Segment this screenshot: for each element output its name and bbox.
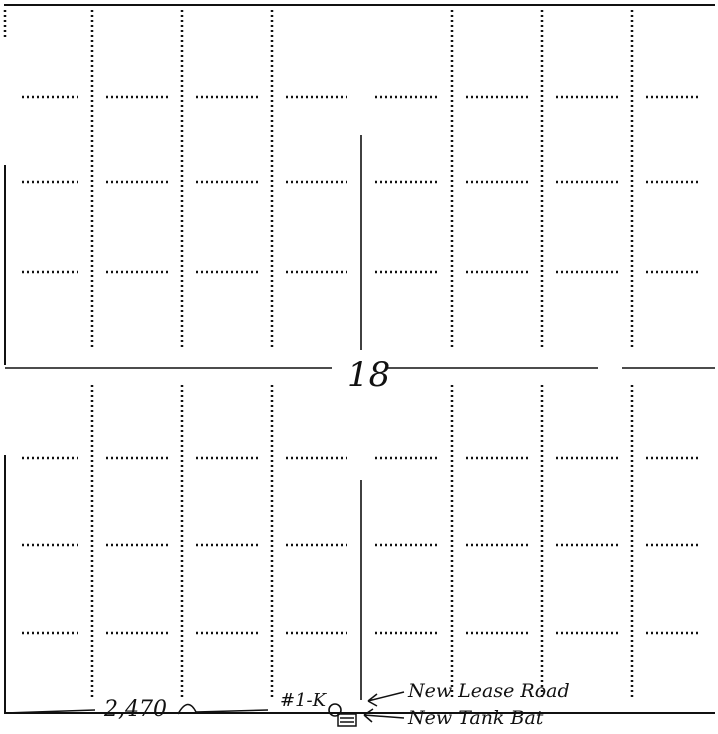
distance-label: 2,470 xyxy=(103,697,167,722)
distance-arrow-line xyxy=(177,703,269,715)
well-symbol xyxy=(328,703,342,717)
dotted-grid xyxy=(3,10,698,700)
well-location: #1-K xyxy=(280,690,357,727)
tank-battery-symbol xyxy=(337,713,357,727)
section-number: 18 xyxy=(347,355,390,395)
distance-line-left xyxy=(4,709,96,714)
tank-battery-arrow xyxy=(363,708,405,723)
lease-notes xyxy=(363,691,405,723)
lease-road-arrow xyxy=(367,691,405,707)
well-label: #1-K xyxy=(280,690,328,711)
tank-battery-label: New Tank Bat xyxy=(407,707,544,729)
distance-annotation: 2,470 xyxy=(4,697,269,722)
quarter-lines xyxy=(5,135,715,700)
lease-road-label: New Lease Road xyxy=(407,680,570,702)
section-boundary xyxy=(4,4,715,714)
